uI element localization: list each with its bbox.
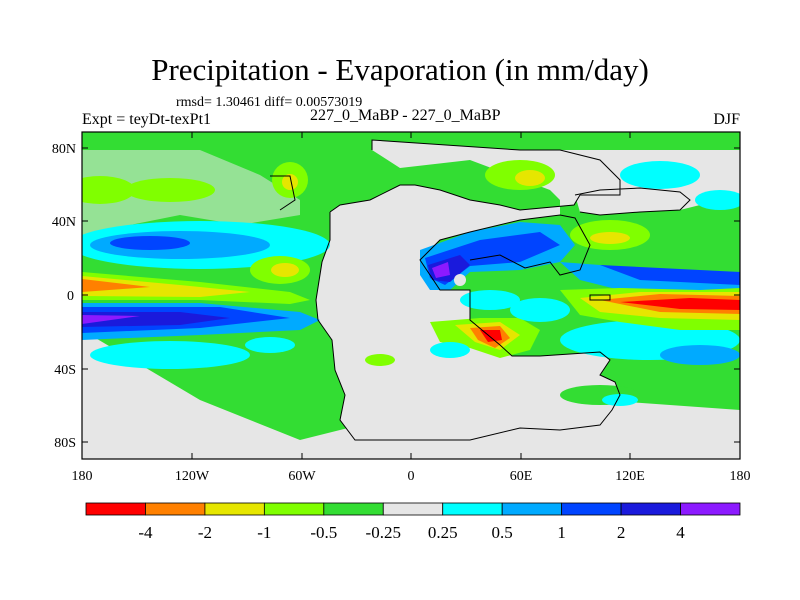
y-tick-label: 80S [54, 436, 76, 451]
y-tick-label: 40S [54, 363, 76, 378]
season-label: DJF [713, 111, 740, 128]
colorbar-swatch [680, 502, 741, 516]
colorbar-label: -4 [138, 523, 153, 542]
x-tick-label: 180 [730, 469, 751, 484]
colorbar-label: -1 [257, 523, 271, 542]
colorbar-swatch [382, 502, 444, 516]
y-axis: 80N 40N 0 40S 80S [52, 142, 740, 451]
x-tick-label: 120E [615, 469, 645, 484]
x-tick-label: 120W [175, 469, 210, 484]
y-tick-label: 80N [52, 142, 76, 157]
x-tick-label: 180 [72, 469, 93, 484]
colorbar-label: 1 [557, 523, 566, 542]
colorbar-swatch [620, 502, 681, 516]
subtitle: 227_0_MaBP - 227_0_MaBP [310, 107, 501, 124]
colorbar: -4 -2 -1 -0.5 -0.25 0.25 0.5 1 2 4 [85, 502, 741, 542]
map-field [82, 132, 740, 459]
colorbar-label: 4 [676, 523, 685, 542]
colorbar-swatch [85, 502, 146, 516]
x-tick-label: 0 [408, 469, 415, 484]
colorbar-label: -2 [198, 523, 212, 542]
colorbar-swatch [263, 502, 325, 516]
x-tick-label: 60E [510, 469, 533, 484]
x-tick-label: 60W [288, 469, 316, 484]
colorbar-swatch [442, 502, 503, 516]
colorbar-label: -0.5 [310, 523, 337, 542]
colorbar-swatch [323, 502, 384, 516]
colorbar-swatch [501, 502, 563, 516]
coastline [270, 139, 691, 441]
colorbar-swatch [145, 502, 206, 516]
colorbar-label: 0.25 [428, 523, 458, 542]
y-tick-label: 0 [67, 289, 74, 304]
stats-text: rmsd= 1.30461 diff= 0.00573019 [176, 95, 363, 110]
colorbar-label: -0.25 [366, 523, 401, 542]
colorbar-label: 2 [617, 523, 626, 542]
x-axis: 180 120W 60W 0 60E 120E 180 [72, 132, 751, 484]
map-title: Precipitation - Evaporation (in mm/day) [151, 52, 649, 87]
y-tick-label: 40N [52, 215, 76, 230]
colorbar-label: 0.5 [492, 523, 513, 542]
colorbar-swatch [204, 502, 265, 516]
experiment-label: Expt = teyDt-texPt1 [82, 111, 212, 128]
colorbar-swatch [561, 502, 622, 516]
